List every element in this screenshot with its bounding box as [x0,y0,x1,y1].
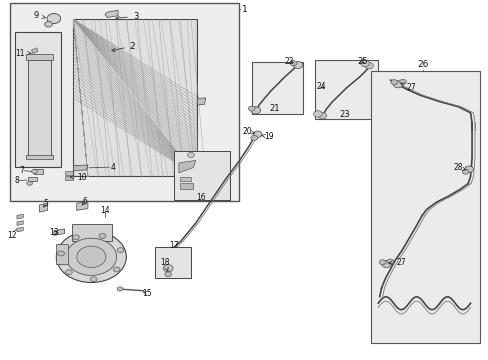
Circle shape [386,259,393,264]
Bar [56,244,68,264]
Polygon shape [17,227,23,232]
Circle shape [289,61,296,66]
Text: 5: 5 [43,199,48,208]
Circle shape [90,277,97,282]
Bar [34,169,43,174]
Text: 6: 6 [82,197,87,206]
Text: 25: 25 [356,57,366,66]
Polygon shape [39,203,47,212]
Circle shape [292,62,302,68]
Polygon shape [31,48,38,54]
Text: 19: 19 [261,132,273,141]
Polygon shape [17,214,23,219]
Circle shape [31,169,37,174]
Text: 7: 7 [19,166,24,175]
Polygon shape [54,229,64,235]
Circle shape [360,60,369,67]
Bar [64,171,73,175]
Bar [154,247,191,278]
Text: 27: 27 [400,83,415,92]
Circle shape [317,112,326,119]
Polygon shape [197,98,205,105]
Circle shape [77,246,106,267]
Circle shape [253,131,262,138]
Circle shape [464,166,472,172]
Text: 10: 10 [70,173,86,182]
Circle shape [250,135,257,140]
Polygon shape [77,202,88,210]
Text: 24: 24 [316,82,325,91]
Bar [180,183,193,189]
Circle shape [66,238,116,275]
Polygon shape [105,10,118,18]
Circle shape [248,106,255,111]
Polygon shape [17,221,23,225]
Circle shape [65,270,72,275]
Text: 23: 23 [339,109,349,118]
Circle shape [392,81,402,88]
Circle shape [99,233,106,238]
Circle shape [56,231,126,283]
Circle shape [117,287,122,291]
Circle shape [390,80,397,85]
Text: 20: 20 [242,127,254,136]
Bar [28,60,51,157]
Text: 16: 16 [196,193,205,202]
Circle shape [250,107,260,114]
Bar [26,155,53,159]
Circle shape [187,153,194,157]
Text: 8: 8 [14,176,19,185]
Circle shape [44,21,52,27]
Text: 9: 9 [34,11,45,20]
Text: 18: 18 [160,258,169,271]
Text: 2: 2 [112,41,135,51]
Bar [251,62,302,114]
Text: 21: 21 [269,104,280,113]
Text: 4: 4 [111,163,116,172]
Text: 28: 28 [453,163,465,172]
Bar [72,224,112,241]
Circle shape [399,79,406,84]
Circle shape [58,251,64,256]
Bar [180,177,191,181]
Bar [64,176,73,180]
Text: 26: 26 [417,60,428,69]
Text: 1: 1 [241,5,247,14]
Text: 11: 11 [15,49,31,58]
Text: 13: 13 [49,228,59,237]
Circle shape [117,248,124,253]
Circle shape [47,14,61,23]
Bar [314,60,377,119]
Text: 27: 27 [388,258,405,267]
Bar [174,152,229,200]
Text: 15: 15 [142,289,152,298]
Bar [26,54,53,60]
Circle shape [27,181,32,185]
Text: 22: 22 [285,57,294,66]
Circle shape [378,260,385,265]
Circle shape [72,235,79,240]
Text: 14: 14 [100,206,109,215]
Polygon shape [73,165,88,170]
Bar [10,3,238,202]
Text: 3: 3 [116,12,138,21]
Bar [28,177,37,181]
Bar [73,19,197,176]
Bar [15,32,61,167]
Circle shape [163,265,173,272]
Polygon shape [179,160,196,173]
Text: 12: 12 [7,231,17,240]
Bar [370,71,479,342]
Circle shape [381,260,390,267]
Circle shape [113,267,120,272]
Circle shape [313,111,322,117]
Circle shape [364,63,372,69]
Circle shape [164,272,171,277]
Text: 17: 17 [169,240,179,249]
Circle shape [461,169,468,174]
